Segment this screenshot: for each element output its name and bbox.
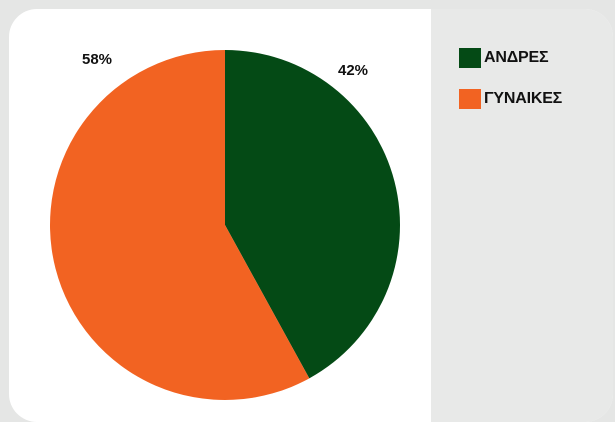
legend-panel: ΑΝΔΡΕΣ ΓΥΝΑΙΚΕΣ (431, 9, 613, 422)
legend-swatch-andres (459, 48, 481, 68)
slice-label-gynaikes: 58% (82, 51, 112, 68)
pie-slice-gynaikes (49, 50, 310, 400)
legend-swatch-gynaikes (459, 89, 481, 109)
slice-label-andres: 42% (338, 62, 368, 79)
legend-label-andres: ΑΝΔΡΕΣ (484, 49, 549, 66)
legend-label-gynaikes: ΓΥΝΑΙΚΕΣ (484, 90, 563, 107)
legend-item-andres: ΑΝΔΡΕΣ (459, 47, 562, 69)
chart-card: 42% 58% ΑΝΔΡΕΣ ΓΥΝΑΙΚΕΣ (9, 9, 613, 422)
pie-chart: 42% 58% (49, 50, 400, 400)
legend-item-gynaikes: ΓΥΝΑΙΚΕΣ (459, 88, 562, 110)
pie-slice-andres (225, 50, 400, 379)
legend: ΑΝΔΡΕΣ ΓΥΝΑΙΚΕΣ (459, 47, 562, 129)
